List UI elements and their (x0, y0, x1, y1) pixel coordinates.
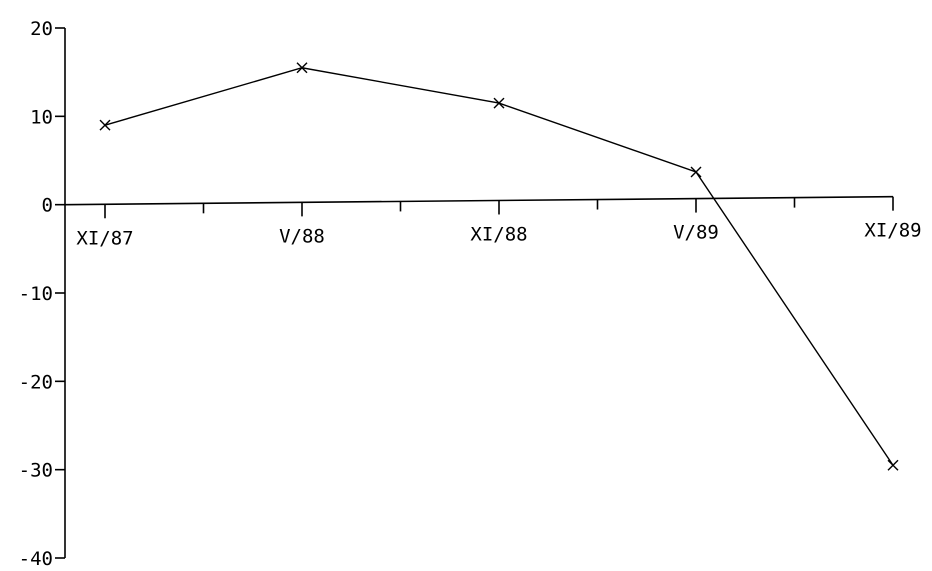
x-tick-label: V/88 (279, 225, 325, 247)
y-tick-label: -30 (19, 460, 53, 482)
series-line (104, 67, 894, 466)
data-point-x-marker (99, 119, 111, 131)
y-axis: 20 10 0 -10 -20 -30 -40 (19, 18, 66, 570)
marker-group (99, 62, 899, 471)
data-point-x-marker (887, 459, 899, 471)
x-tick-label: XI/87 (76, 227, 133, 249)
y-tick-label: 20 (30, 18, 53, 40)
data-point-x-marker (296, 62, 308, 74)
data-point-x-marker (493, 97, 505, 109)
x-tick-label: XI/88 (470, 223, 527, 245)
x-axis: XI/87 V/88 XI/88 V/89 XI/89 (64, 195, 922, 249)
x-axis-line (64, 195, 894, 206)
data-point-x-marker (690, 166, 702, 178)
y-tick-label: -40 (19, 548, 53, 570)
y-tick-label: 0 (42, 195, 53, 217)
x-tick-label: XI/89 (864, 220, 921, 242)
y-tick-label: 10 (30, 106, 53, 128)
y-tick-label: -10 (19, 283, 53, 305)
series-group (104, 67, 894, 466)
y-tick-label: -20 (19, 371, 53, 393)
x-tick-label: V/89 (673, 222, 719, 244)
